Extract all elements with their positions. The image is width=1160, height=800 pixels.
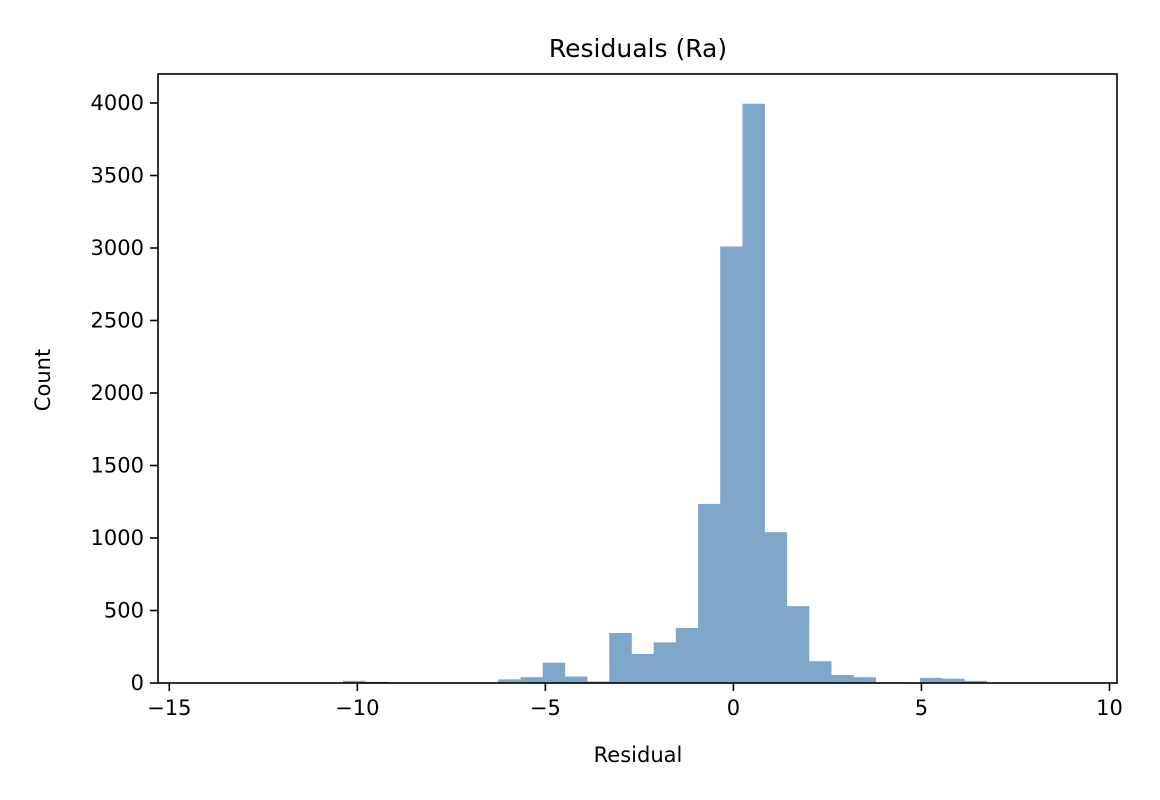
y-tick-label: 1500	[91, 454, 144, 478]
y-axis-ticks: 0 500 1000 1500 2000 2500 3000 3500 4000	[91, 91, 158, 695]
histogram-bar	[631, 654, 654, 683]
histogram-bar	[675, 627, 699, 683]
histogram-bar	[498, 679, 521, 683]
bars-group	[165, 103, 1076, 684]
chart-title: Residuals (Ra)	[549, 34, 727, 63]
histogram-bar	[343, 680, 366, 683]
histogram-bar	[786, 606, 810, 683]
x-tick-label: 0	[727, 696, 740, 720]
y-tick-label: 3000	[91, 236, 144, 260]
histogram-bar	[542, 662, 566, 683]
y-tick-label: 2000	[91, 381, 144, 405]
histogram-bar	[964, 680, 987, 683]
histogram-bar	[919, 677, 943, 683]
histogram-bar	[698, 503, 721, 683]
histogram-bar	[831, 675, 854, 683]
y-tick-label: 4000	[91, 91, 144, 115]
plot-frame	[157, 73, 1118, 684]
histogram-bar	[720, 246, 743, 684]
x-tick-label: 10	[1096, 696, 1123, 720]
x-tick-label: −5	[530, 696, 561, 720]
histogram-bar	[520, 677, 544, 683]
y-tick-label: 3500	[91, 164, 144, 188]
x-tick-label: −10	[335, 696, 379, 720]
histogram-bar	[564, 676, 588, 683]
histogram-bar	[808, 661, 832, 683]
histogram-bar	[942, 678, 965, 683]
histogram-bar	[764, 532, 788, 683]
histogram-bar	[609, 632, 632, 683]
x-axis-label: Residual	[594, 743, 683, 767]
y-tick-label: 500	[104, 599, 144, 623]
y-tick-label: 2500	[91, 309, 144, 333]
x-tick-label: −15	[147, 696, 191, 720]
histogram-bar	[742, 103, 765, 684]
x-axis-ticks: −15 −10 −5 0 5 10	[147, 683, 1123, 720]
y-tick-label: 0	[131, 671, 144, 695]
histogram-bar	[653, 642, 677, 683]
histogram-bar	[853, 677, 876, 683]
x-tick-label: 5	[915, 696, 928, 720]
y-tick-label: 1000	[91, 526, 144, 550]
y-axis-label: Count	[31, 349, 55, 411]
